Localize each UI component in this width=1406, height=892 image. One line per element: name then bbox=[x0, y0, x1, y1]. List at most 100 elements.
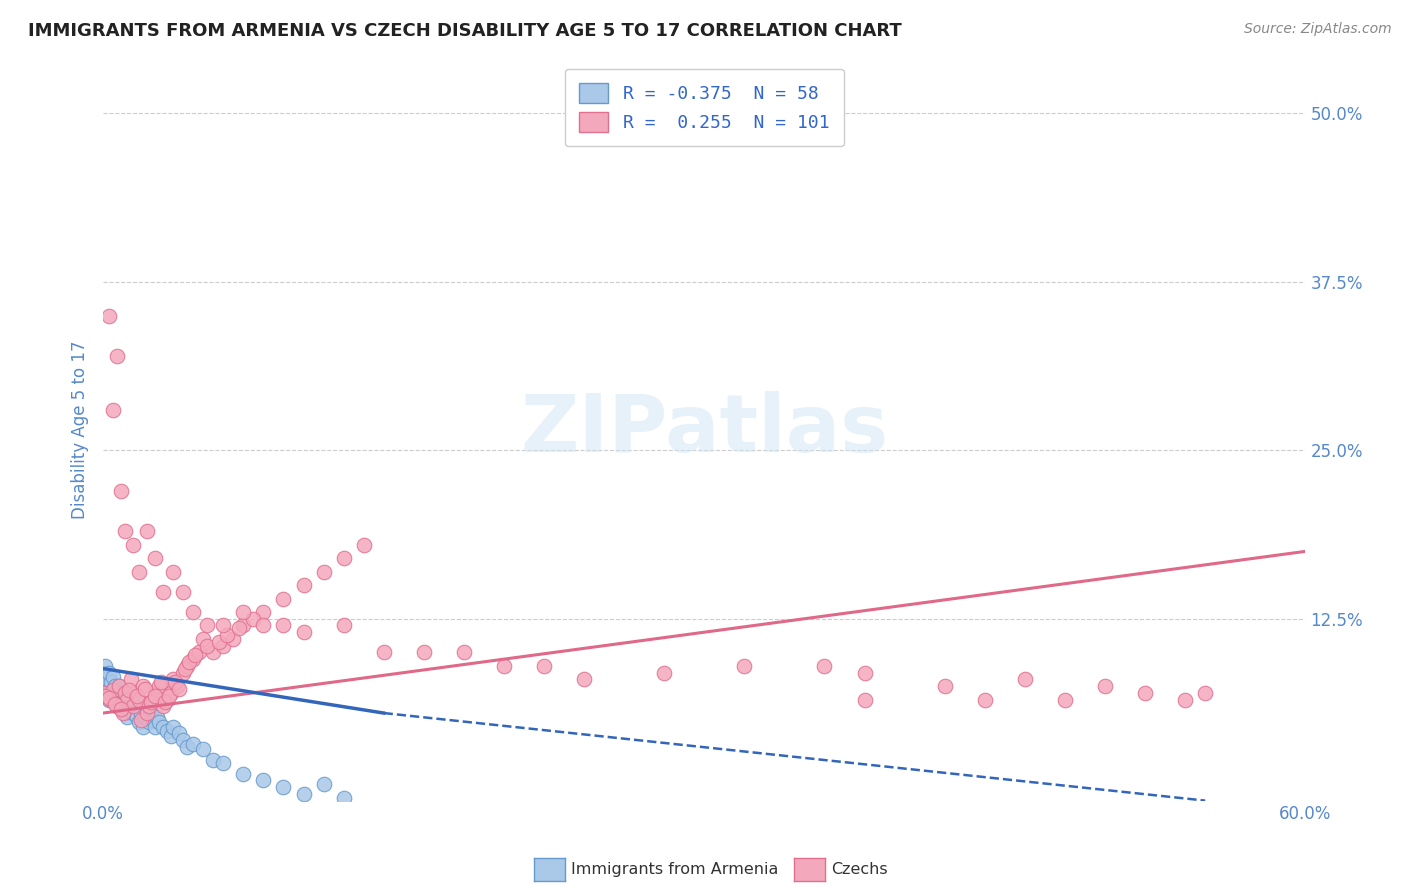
Point bbox=[129, 706, 152, 720]
Text: IMMIGRANTS FROM ARMENIA VS CZECH DISABILITY AGE 5 TO 17 CORRELATION CHART: IMMIGRANTS FROM ARMENIA VS CZECH DISABIL… bbox=[28, 22, 901, 40]
Point bbox=[212, 756, 235, 770]
Point bbox=[169, 726, 191, 740]
Point bbox=[152, 584, 174, 599]
Text: Czechs: Czechs bbox=[831, 863, 887, 877]
Point bbox=[101, 683, 124, 698]
Point bbox=[232, 605, 254, 619]
Point bbox=[162, 673, 184, 687]
Point bbox=[122, 699, 145, 714]
Point bbox=[114, 706, 136, 720]
Point bbox=[98, 309, 121, 323]
Point bbox=[124, 699, 146, 714]
Point bbox=[1194, 686, 1216, 700]
Point bbox=[312, 777, 335, 791]
Point bbox=[202, 753, 225, 767]
Point bbox=[174, 662, 197, 676]
Point bbox=[100, 689, 122, 703]
Point bbox=[146, 710, 169, 724]
Point bbox=[114, 686, 136, 700]
Point bbox=[292, 787, 315, 801]
Point bbox=[96, 673, 118, 687]
Point bbox=[166, 679, 188, 693]
Point bbox=[114, 524, 136, 538]
Point bbox=[160, 686, 183, 700]
Point bbox=[91, 686, 114, 700]
Point bbox=[118, 702, 141, 716]
Point bbox=[134, 681, 156, 696]
Point bbox=[652, 665, 675, 680]
Point bbox=[195, 639, 218, 653]
Point bbox=[232, 766, 254, 780]
Point bbox=[143, 551, 166, 566]
Point bbox=[110, 686, 132, 700]
Point bbox=[412, 645, 434, 659]
Point bbox=[332, 618, 354, 632]
Point bbox=[232, 618, 254, 632]
Point bbox=[242, 612, 264, 626]
Point bbox=[141, 695, 163, 709]
Point bbox=[373, 645, 395, 659]
Point bbox=[813, 659, 835, 673]
Point bbox=[453, 645, 475, 659]
Point bbox=[162, 565, 184, 579]
Point bbox=[114, 692, 136, 706]
Point bbox=[108, 679, 131, 693]
Point bbox=[156, 723, 179, 738]
Point bbox=[138, 699, 160, 714]
Point bbox=[292, 578, 315, 592]
Point bbox=[252, 618, 274, 632]
Point bbox=[1133, 686, 1156, 700]
Point bbox=[141, 706, 163, 720]
Point bbox=[217, 628, 239, 642]
Point bbox=[143, 689, 166, 703]
Text: Immigrants from Armenia: Immigrants from Armenia bbox=[571, 863, 778, 877]
Point bbox=[136, 706, 159, 720]
Point bbox=[122, 538, 145, 552]
Point bbox=[122, 706, 145, 720]
Point bbox=[733, 659, 755, 673]
Point bbox=[148, 715, 170, 730]
Point bbox=[94, 679, 117, 693]
Point bbox=[195, 618, 218, 632]
Point bbox=[148, 679, 170, 693]
Point bbox=[172, 665, 194, 680]
Point bbox=[212, 618, 235, 632]
Point bbox=[142, 713, 165, 727]
Point bbox=[181, 737, 204, 751]
Point bbox=[572, 673, 595, 687]
Point bbox=[193, 632, 215, 646]
Text: ZIPatlas: ZIPatlas bbox=[520, 391, 889, 469]
Point bbox=[112, 702, 135, 716]
Point bbox=[1094, 679, 1116, 693]
Point bbox=[124, 686, 146, 700]
Point bbox=[101, 683, 124, 698]
Point bbox=[157, 689, 180, 703]
Point bbox=[176, 659, 198, 673]
Point bbox=[115, 710, 138, 724]
Point bbox=[332, 551, 354, 566]
Point bbox=[292, 625, 315, 640]
Point bbox=[172, 733, 194, 747]
Point bbox=[91, 665, 114, 680]
Point bbox=[172, 584, 194, 599]
Text: Source: ZipAtlas.com: Source: ZipAtlas.com bbox=[1244, 22, 1392, 37]
Point bbox=[105, 349, 128, 363]
Point bbox=[128, 565, 150, 579]
Point bbox=[104, 697, 127, 711]
Point bbox=[98, 692, 121, 706]
Point bbox=[108, 679, 131, 693]
Point bbox=[112, 689, 135, 703]
Point bbox=[179, 655, 201, 669]
Legend: R = -0.375  N = 58, R =  0.255  N = 101: R = -0.375 N = 58, R = 0.255 N = 101 bbox=[565, 69, 844, 146]
Point bbox=[105, 699, 128, 714]
Point bbox=[181, 605, 204, 619]
Point bbox=[252, 773, 274, 788]
Point bbox=[129, 713, 152, 727]
Point bbox=[98, 665, 121, 680]
Point bbox=[143, 719, 166, 733]
Point bbox=[118, 683, 141, 698]
Point bbox=[1014, 673, 1036, 687]
Point bbox=[252, 605, 274, 619]
Point bbox=[1053, 692, 1076, 706]
Point bbox=[120, 673, 142, 687]
